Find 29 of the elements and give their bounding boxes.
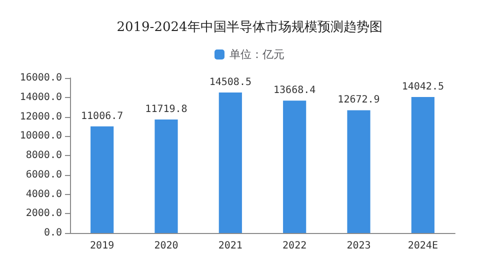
data-label: 11006.7 [81, 110, 124, 122]
bar [283, 100, 306, 233]
x-tick-label: 2020 [154, 240, 178, 252]
x-tick-label: 2019 [90, 240, 114, 252]
x-tick-label: 2024E [408, 240, 438, 252]
data-label: 11719.8 [145, 104, 188, 115]
data-label: 13668.4 [274, 85, 316, 96]
legend-label: 单位：亿元 [230, 48, 284, 61]
data-label: 14042.5 [402, 81, 444, 92]
bar [218, 92, 242, 233]
data-label: 14508.5 [209, 76, 252, 88]
y-tick-label: 12000.0 [20, 111, 62, 122]
bar [154, 119, 178, 233]
bar [411, 96, 434, 233]
x-tick-label: 2023 [346, 240, 371, 252]
bar [90, 126, 114, 233]
y-tick-label: 2000.0 [26, 208, 62, 220]
bar [347, 110, 370, 233]
y-tick-label: 0.0 [44, 228, 62, 238]
chart-title: 2019-2024年中国半导体市场规模预测趋势图 [116, 20, 382, 35]
y-tick-label: 4000.0 [26, 188, 62, 200]
data-label: 12672.9 [338, 94, 380, 106]
x-tick-label: 2022 [282, 240, 307, 252]
y-tick-label: 6000.0 [26, 169, 62, 180]
y-tick-label: 16000.0 [20, 72, 62, 84]
y-tick-label: 14000.0 [20, 92, 62, 103]
y-tick-label: 10000.0 [20, 130, 62, 142]
x-tick-label: 2021 [218, 240, 242, 252]
y-tick-label: 8000.0 [26, 150, 62, 161]
